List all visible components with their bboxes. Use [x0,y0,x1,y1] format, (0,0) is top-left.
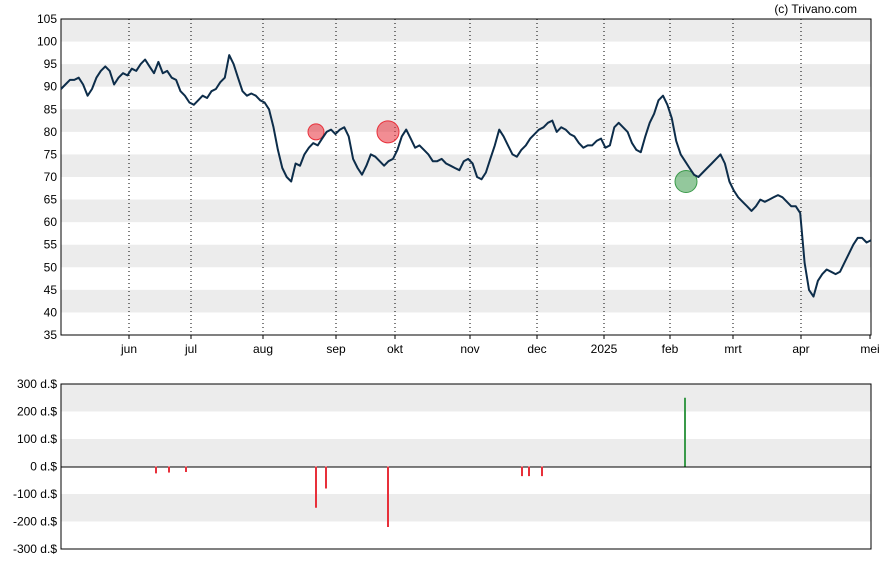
price-y-tick-label: 80 [44,125,58,139]
price-y-tick-label: 85 [44,102,58,116]
trade-y-tick-label: 0 d.$ [30,460,57,474]
price-panel: 35 40 45 50 55 60 65 70 75 80 85 90 95 100 105 jun jul a… [37,12,880,356]
price-y-tick-label: 105 [37,12,57,26]
price-x-tick-label: apr [792,342,809,356]
price-grid-band [61,199,871,223]
credit-text: (c) Trivano.com [774,2,857,16]
price-x-tick-label: sep [326,342,346,356]
trade-y-tick-label: -300 d.$ [13,542,57,556]
price-y-tick-label: 50 [44,260,58,274]
price-y-tick-label: 55 [44,238,58,252]
price-x-tick-label: jul [184,342,197,356]
price-grid-band [61,244,871,268]
price-grid-band [61,109,871,132]
price-y-tick-label: 60 [44,215,58,229]
price-x-tick-label: jun [120,342,137,356]
price-y-tick-label: 35 [44,328,58,342]
price-x-tick-label: mei [860,342,879,356]
sell-marker [376,120,400,144]
price-y-tick-label: 90 [44,80,58,94]
price-y-tick-label: 95 [44,57,58,71]
price-x-tick-label: nov [460,342,479,356]
price-grid-band [61,289,871,313]
price-y-tick-label: 100 [37,35,57,49]
trade-y-tick-label: 300 d.$ [17,377,57,391]
trade-y-tick-label: 100 d.$ [17,432,57,446]
price-y-tick-label: 45 [44,283,58,297]
price-x-tick-label: 2025 [591,342,618,356]
price-plot-frame [60,18,872,336]
price-y-tick-label: 75 [44,147,58,161]
trade-y-tick-label: 200 d.$ [17,405,57,419]
sell-marker [307,123,325,141]
price-grid-band [61,64,871,87]
price-x-tick-label: dec [527,342,546,356]
price-x-tick-label: feb [662,342,679,356]
trade-panel: -300 d.$ -200 d.$ -100 d.$ 0 d.$ 100 d.$ 200 … [13,377,872,556]
trade-y-tick-label: -200 d.$ [13,515,57,529]
price-y-tick-label: 65 [44,193,58,207]
price-series-line [60,54,872,298]
price-x-tick-label: mrt [724,342,742,356]
price-grid-band [61,154,871,177]
trade-grid-band [61,439,871,467]
price-x-tick-label: aug [253,342,273,356]
buy-marker [674,170,698,194]
price-x-tick-label: okt [387,342,404,356]
price-grid-band [61,19,871,42]
trade-grid-band [61,494,871,522]
trade-y-tick-label: -100 d.$ [13,487,57,501]
price-y-tick-label: 70 [44,170,58,184]
price-y-tick-label: 40 [44,305,58,319]
trade-grid-band [61,384,871,412]
